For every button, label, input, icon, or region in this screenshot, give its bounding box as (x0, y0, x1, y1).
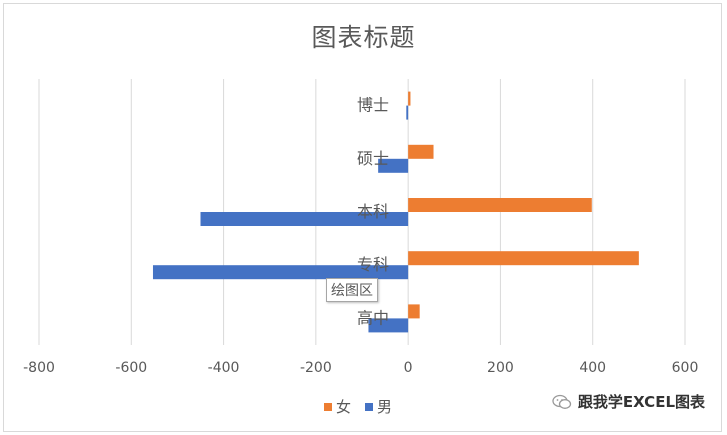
legend[interactable]: 女 男 (324, 396, 400, 417)
x-tick-label: -400 (208, 360, 240, 376)
category-label: 高中 (357, 308, 389, 327)
bar-male-4[interactable] (406, 105, 409, 120)
wechat-icon (552, 394, 572, 409)
category-label: 博士 (357, 96, 389, 115)
bar-female-0[interactable] (408, 304, 420, 319)
legend-label-female: 女 (336, 398, 352, 416)
watermark: 跟我学EXCEL图表 (552, 391, 705, 412)
x-tick-label: 0 (404, 360, 413, 376)
bar-female-1[interactable] (408, 251, 639, 266)
labels: -800 -600 -400 -200 0 200 400 600 高中 专科 本科 硕士 博士 (23, 96, 698, 376)
legend-item-female[interactable]: 女 (324, 396, 351, 417)
category-label: 硕士 (357, 149, 389, 168)
bar-female-4[interactable] (408, 91, 411, 106)
category-label: 本科 (357, 202, 389, 221)
bar-male-2[interactable] (200, 212, 409, 226)
legend-label-male: 男 (377, 398, 393, 416)
bar-female-3[interactable] (408, 144, 434, 159)
x-tick-label: 200 (487, 360, 514, 376)
chart-title[interactable]: 图表标题 (311, 23, 416, 52)
legend-swatch-male (365, 402, 374, 411)
x-tick-label: 600 (672, 360, 699, 376)
bar-male-3[interactable] (378, 158, 409, 173)
category-label: 专科 (357, 255, 389, 274)
bar-male-0[interactable] (368, 318, 409, 333)
x-tick-label: -200 (300, 360, 332, 376)
bar-male-1[interactable] (152, 265, 409, 280)
x-tick-label: 400 (579, 360, 606, 376)
plot-area-tooltip: 绘图区 (326, 278, 378, 302)
bar-female-2[interactable] (408, 198, 592, 212)
legend-swatch-female (324, 402, 332, 411)
x-tick-label: -800 (23, 360, 55, 376)
watermark-text: 跟我学EXCEL图表 (577, 393, 705, 411)
bars (152, 91, 639, 333)
legend-item-male[interactable]: 男 (365, 396, 392, 417)
x-tick-label: -600 (115, 360, 147, 376)
